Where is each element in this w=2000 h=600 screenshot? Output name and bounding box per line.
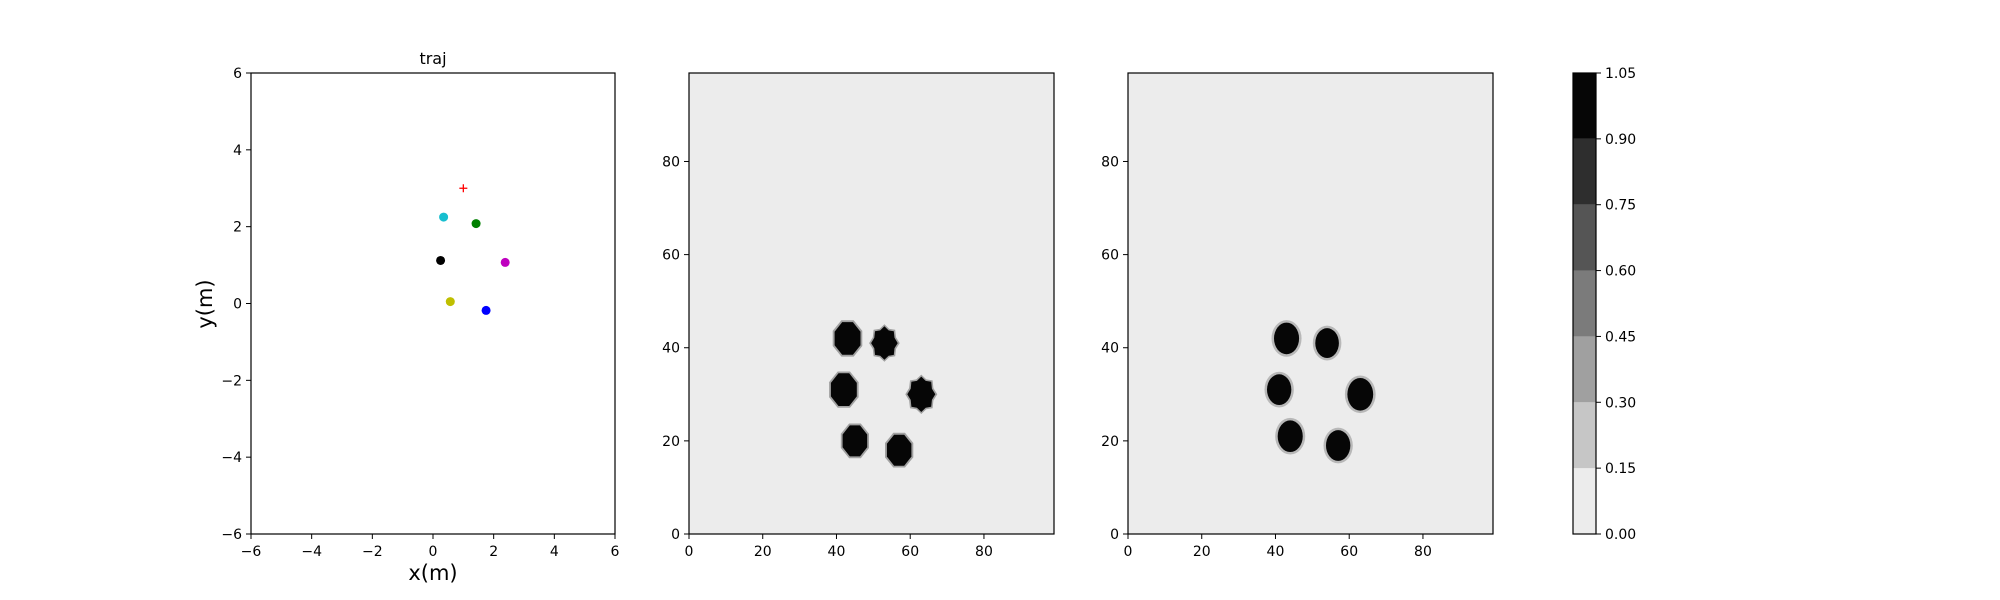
traj-x-axis-label: x(m) xyxy=(408,561,457,585)
traj-y-tick-label: 4 xyxy=(233,143,242,159)
obstacle-blob xyxy=(829,371,859,408)
map-2-x-tick-label: 60 xyxy=(1340,544,1358,560)
traj-x-tick-label: −6 xyxy=(241,544,262,560)
traj-point xyxy=(436,255,446,265)
traj-y-tick-label: −4 xyxy=(221,450,242,466)
traj-point xyxy=(471,219,481,229)
traj-y-axis-label: y(m) xyxy=(193,279,217,328)
colorbar-band xyxy=(1573,270,1596,337)
traj-point xyxy=(445,297,455,307)
map-2-y-tick-label: 60 xyxy=(1101,248,1119,264)
traj-y-tick-label: −6 xyxy=(221,527,242,543)
obstacle-blob xyxy=(869,324,900,362)
obstacle-blob xyxy=(832,320,863,357)
traj-y-tick-label: 6 xyxy=(233,66,242,82)
colorbar-ticks: 0.00 0.15 0.30 0.45 0.60 0.75 0.90 1.05 xyxy=(1596,66,1636,543)
obstacle-blob xyxy=(1323,427,1353,464)
obstacle-blob xyxy=(1344,375,1376,414)
obstacle-blob xyxy=(1312,325,1342,361)
map-1-x-tick-label: 40 xyxy=(828,544,846,560)
obstacle-blob xyxy=(1271,320,1302,357)
traj-point xyxy=(439,212,449,222)
traj-x-tick-label: −2 xyxy=(362,544,383,560)
map-1-y-tick-label: 20 xyxy=(662,434,680,450)
colorbar-tick-label: 0.15 xyxy=(1605,461,1636,477)
map-2-y-tick-label: 80 xyxy=(1101,154,1119,170)
map-2-x-tick-label: 40 xyxy=(1267,544,1285,560)
traj-x-tick-label: 0 xyxy=(429,544,438,560)
traj-y-tick-label: 2 xyxy=(233,220,242,236)
map-1-x-tick-label: 0 xyxy=(685,544,694,560)
colorbar-band xyxy=(1573,402,1596,469)
map-1-y-tick-label: 60 xyxy=(662,248,680,264)
colorbar-tick-label: 0.45 xyxy=(1605,329,1636,345)
map-1-y-ticks: 0 20 40 60 80 xyxy=(662,154,689,543)
traj-y-tick-label: −2 xyxy=(221,373,242,389)
traj-marks xyxy=(436,184,510,315)
traj-point xyxy=(500,257,510,267)
map-2-x-tick-label: 20 xyxy=(1193,544,1211,560)
traj-y-tick-label: 0 xyxy=(233,297,242,313)
traj-title: traj xyxy=(419,49,446,68)
obstacle-blob xyxy=(1275,417,1306,455)
colorbar-band xyxy=(1573,204,1596,271)
map-1-x-tick-label: 80 xyxy=(975,544,993,560)
traj-y-ticks: −6 −4 −2 0 2 4 6 xyxy=(221,66,251,543)
traj-point xyxy=(481,305,491,315)
colorbar-tick-label: 0.30 xyxy=(1605,395,1636,411)
colorbar: 0.00 0.15 0.30 0.45 0.60 0.75 0.90 1.05 xyxy=(1572,66,1636,543)
map-1-x-ticks: 0 20 40 60 80 xyxy=(685,534,993,560)
obstacle-blob xyxy=(1264,371,1294,408)
colorbar-band xyxy=(1573,138,1596,205)
traj-x-tick-label: 2 xyxy=(489,544,498,560)
colorbar-band xyxy=(1573,468,1596,534)
traj-x-tick-label: −4 xyxy=(301,544,322,560)
map-panel-1: 0 20 40 60 80 0 20 40 60 80 xyxy=(662,72,1055,560)
map-2-blobs xyxy=(1264,320,1376,464)
map-2-plot-frame xyxy=(1127,72,1494,535)
map-2-x-tick-label: 0 xyxy=(1124,544,1133,560)
map-2-y-tick-label: 40 xyxy=(1101,341,1119,357)
map-1-x-tick-label: 20 xyxy=(754,544,772,560)
map-1-blobs xyxy=(829,320,938,468)
traj-plot-frame xyxy=(250,72,616,535)
map-1-y-tick-label: 40 xyxy=(662,341,680,357)
map-2-x-tick-label: 80 xyxy=(1414,544,1432,560)
traj-x-tick-label: 4 xyxy=(550,544,559,560)
map-1-background xyxy=(689,73,1054,534)
colorbar-band xyxy=(1573,73,1596,139)
map-2-y-ticks: 0 20 40 60 80 xyxy=(1101,154,1128,543)
map-2-background xyxy=(1128,73,1493,534)
colorbar-tick-label: 0.90 xyxy=(1605,132,1636,148)
map-2-x-ticks: 0 20 40 60 80 xyxy=(1124,534,1432,560)
map-1-x-tick-label: 60 xyxy=(901,544,919,560)
colorbar-tick-label: 1.05 xyxy=(1605,66,1636,82)
map-2-y-tick-label: 0 xyxy=(1110,527,1119,543)
map-2-y-tick-label: 20 xyxy=(1101,434,1119,450)
colorbar-tick-label: 0.00 xyxy=(1605,527,1636,543)
map-panel-2: 0 20 40 60 80 0 20 40 60 80 xyxy=(1101,72,1494,560)
colorbar-tick-label: 0.75 xyxy=(1605,198,1636,214)
colorbar-tick-label: 0.60 xyxy=(1605,264,1636,280)
traj-x-tick-label: 6 xyxy=(611,544,620,560)
obstacle-blob xyxy=(905,374,938,414)
colorbar-bands xyxy=(1573,73,1596,534)
map-1-y-tick-label: 80 xyxy=(662,154,680,170)
traj-x-ticks: −6 −4 −2 0 2 4 6 xyxy=(241,534,620,560)
map-1-y-tick-label: 0 xyxy=(671,527,680,543)
obstacle-blob xyxy=(885,432,914,468)
map-1-plot-frame xyxy=(688,72,1055,535)
traj-panel: traj −6 −4 −2 0 2 4 6 −6 −4 −2 0 2 4 6 x(m) y(m) xyxy=(193,49,620,585)
colorbar-frame xyxy=(1572,72,1597,535)
goal-marker xyxy=(459,184,468,193)
obstacle-blob xyxy=(840,423,869,459)
colorbar-band xyxy=(1573,336,1596,403)
